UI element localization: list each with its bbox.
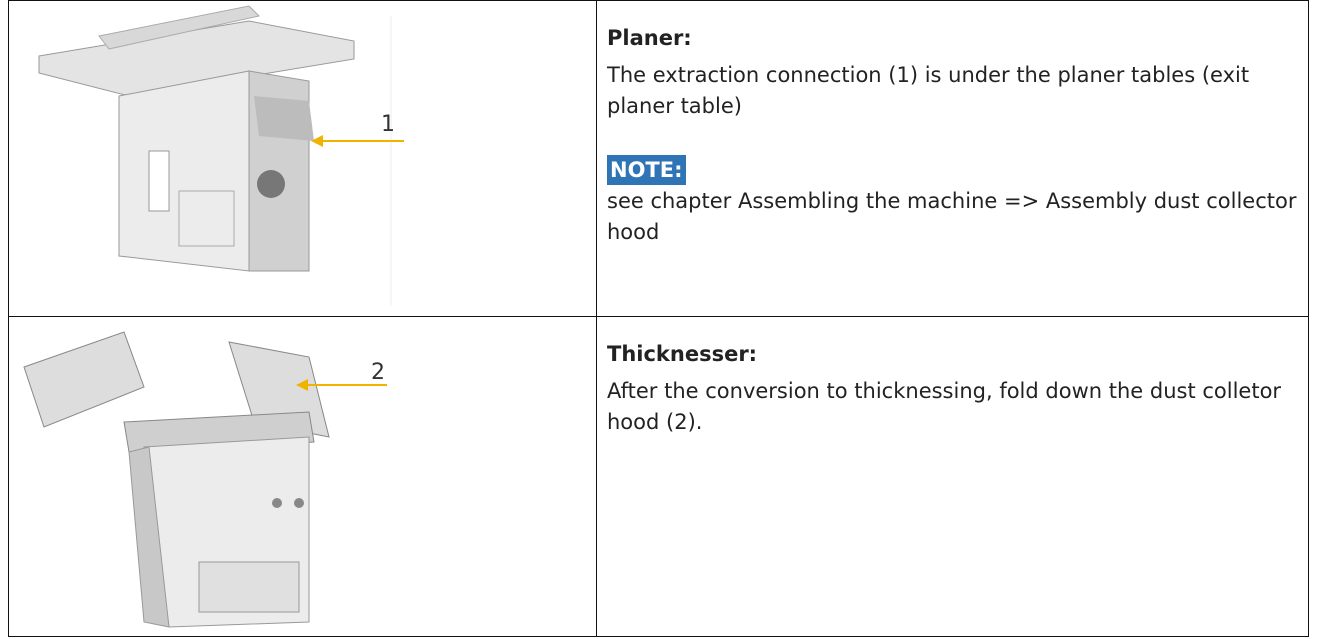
paragraph: After the conversion to thicknessing, fo… [607, 379, 1282, 434]
paragraph: The extraction connection (1) is under t… [607, 63, 1250, 118]
image-cell: 1 [9, 1, 597, 316]
note-text: see chapter Assembling the machine => As… [607, 189, 1297, 244]
heading: Planer: [607, 26, 692, 50]
callout-number: 1 [381, 112, 395, 137]
text-cell: Thicknesser: After the conversion to thi… [607, 339, 1297, 438]
note-label: NOTE: [607, 155, 686, 185]
machine-image: 2 [23, 331, 387, 628]
table-row: 1 Planer: The extraction connection (1) … [9, 1, 1308, 317]
text-cell: Planer: The extraction connection (1) is… [607, 23, 1297, 248]
table: 1 Planer: The extraction connection (1) … [8, 0, 1309, 637]
callout-number: 2 [371, 360, 385, 385]
table-row: 2 Thicknesser: After the conversion to t… [9, 317, 1308, 636]
heading: Thicknesser: [607, 342, 758, 366]
machine-image: 1 [38, 5, 404, 306]
image-cell: 2 [9, 317, 597, 636]
